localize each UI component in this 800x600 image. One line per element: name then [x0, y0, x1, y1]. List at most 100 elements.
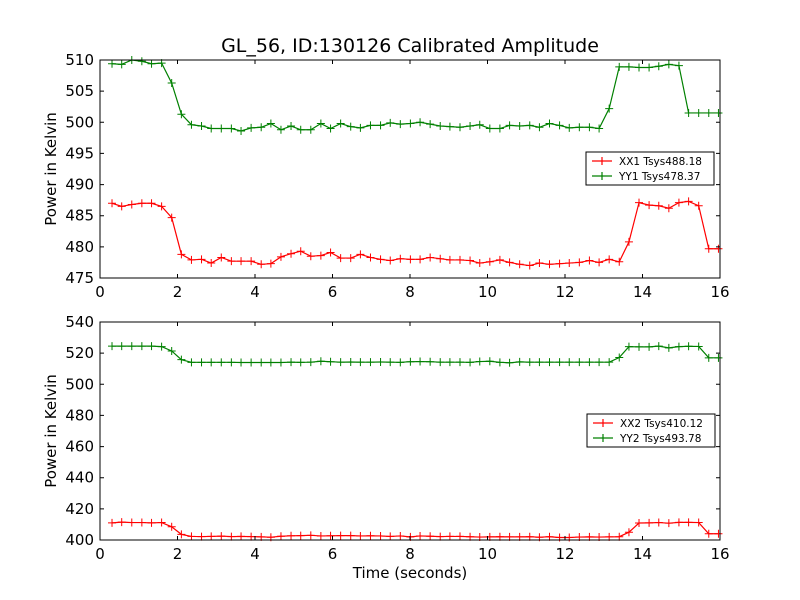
data-point-marker	[475, 259, 484, 268]
data-point-marker	[187, 120, 196, 129]
data-point-marker	[565, 259, 574, 268]
data-point-marker	[306, 252, 315, 261]
x-tick-label: 4	[250, 283, 260, 301]
data-point-marker	[227, 124, 236, 133]
x-tick-label: 8	[405, 283, 415, 301]
data-point-marker	[376, 358, 385, 367]
data-point-marker	[694, 108, 703, 117]
y-tick-label: 485	[65, 207, 94, 225]
data-point-marker	[376, 255, 385, 264]
y-tick-label: 420	[65, 500, 94, 518]
data-point-marker	[585, 358, 594, 367]
data-point-marker	[147, 59, 156, 68]
data-point-marker	[207, 124, 216, 133]
data-point-marker	[645, 518, 654, 527]
data-point-marker	[287, 249, 296, 258]
data-point-marker	[207, 532, 216, 541]
data-point-marker	[485, 357, 494, 366]
data-point-marker	[197, 358, 206, 367]
data-point-marker	[684, 197, 693, 206]
data-point-marker	[714, 529, 723, 538]
data-point-marker	[704, 529, 713, 538]
data-point-marker	[445, 532, 454, 541]
x-tick-label: 16	[710, 283, 729, 301]
data-point-marker	[714, 353, 723, 362]
data-point-marker	[455, 123, 464, 132]
data-point-marker	[674, 61, 683, 70]
data-point-marker	[108, 518, 117, 527]
data-point-marker	[674, 518, 683, 527]
y-tick-label: 400	[65, 531, 94, 549]
data-point-marker	[555, 121, 564, 130]
x-tick-label: 0	[95, 545, 105, 563]
x-tick-label: 0	[95, 283, 105, 301]
data-point-marker	[247, 257, 256, 266]
data-point-marker	[624, 62, 633, 71]
data-point-marker	[137, 57, 146, 66]
data-point-marker	[565, 358, 574, 367]
data-point-marker	[287, 358, 296, 367]
data-point-marker	[664, 343, 673, 352]
legend-swatch	[593, 434, 613, 442]
x-tick-label: 10	[478, 545, 497, 563]
x-tick-label: 10	[478, 283, 497, 301]
y-tick-label: 500	[65, 375, 94, 393]
data-point-marker	[615, 62, 624, 71]
data-point-marker	[306, 125, 315, 134]
data-point-marker	[714, 244, 723, 253]
data-point-marker	[505, 121, 514, 130]
data-point-marker	[356, 531, 365, 540]
data-point-marker	[396, 358, 405, 367]
data-point-marker	[217, 358, 226, 367]
data-point-marker	[445, 358, 454, 367]
data-point-marker	[127, 342, 136, 351]
data-point-marker	[475, 120, 484, 129]
legend-swatch	[593, 419, 613, 427]
data-point-marker	[595, 124, 604, 133]
data-point-marker	[147, 518, 156, 527]
data-point-marker	[306, 531, 315, 540]
data-point-marker	[316, 357, 325, 366]
data-point-marker	[694, 342, 703, 351]
data-point-marker	[605, 255, 614, 264]
data-point-marker	[436, 254, 445, 263]
data-point-marker	[615, 353, 624, 362]
data-point-marker	[605, 358, 614, 367]
data-point-marker	[157, 202, 166, 211]
data-point-marker	[654, 342, 663, 351]
data-point-marker	[137, 199, 146, 208]
data-point-marker	[247, 123, 256, 132]
data-point-marker	[535, 259, 544, 268]
data-point-marker	[674, 198, 683, 207]
data-point-marker	[515, 260, 524, 269]
data-point-marker	[276, 125, 285, 134]
data-point-marker	[694, 518, 703, 527]
data-point-marker	[366, 253, 375, 262]
x-tick-label: 14	[633, 545, 652, 563]
data-point-marker	[674, 342, 683, 351]
data-point-marker	[108, 199, 117, 208]
legend-label: YY2 Tsys493.78	[619, 433, 701, 445]
data-point-marker	[565, 123, 574, 132]
data-point-marker	[436, 532, 445, 541]
data-point-marker	[436, 122, 445, 131]
data-point-marker	[336, 531, 345, 540]
series-yy	[108, 56, 723, 136]
data-point-marker	[714, 108, 723, 117]
data-point-marker	[127, 200, 136, 209]
data-point-marker	[445, 122, 454, 131]
data-point-marker	[585, 123, 594, 132]
data-point-marker	[217, 124, 226, 133]
data-point-marker	[485, 124, 494, 133]
data-point-marker	[326, 124, 335, 133]
data-point-marker	[217, 253, 226, 262]
data-point-marker	[466, 358, 475, 367]
data-point-marker	[416, 531, 425, 540]
data-point-marker	[694, 201, 703, 210]
data-point-marker	[555, 358, 564, 367]
x-tick-label: 12	[555, 545, 574, 563]
data-point-marker	[416, 357, 425, 366]
data-point-marker	[296, 247, 305, 256]
data-point-marker	[247, 532, 256, 541]
legend-box	[585, 151, 715, 186]
